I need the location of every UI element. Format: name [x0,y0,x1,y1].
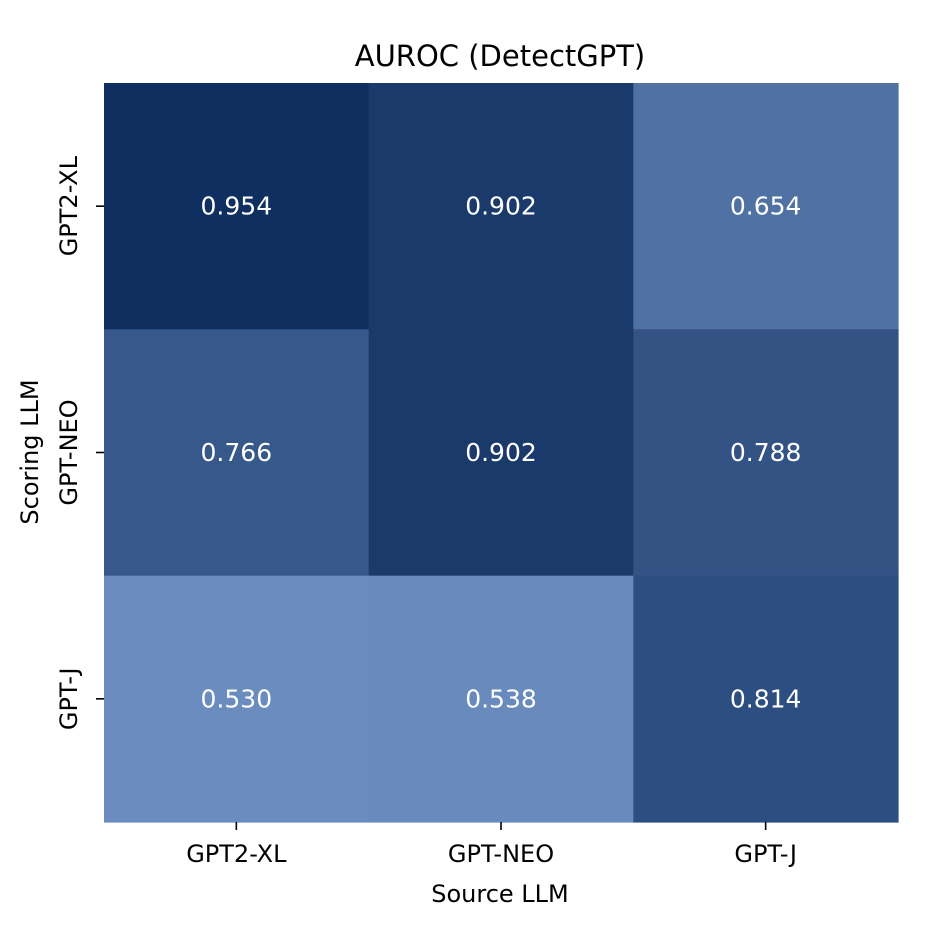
cell-value-label: 0.530 [201,684,273,713]
x-tick-label: GPT-NEO [448,840,554,868]
heatmap-cell [633,83,899,330]
cell-value-label: 0.814 [730,684,802,713]
x-axis-ticks: GPT2-XL GPT-NEO GPT-J [186,822,797,868]
y-axis-label: Scoring LLM [16,379,44,524]
chart-title: AUROC (DetectGPT) [355,39,646,73]
heatmap-cell [633,575,899,823]
cell-value-label: 0.654 [730,192,802,221]
heatmap-cell [368,575,634,823]
cell-value-label: 0.902 [465,438,537,467]
heatmap-cell [104,329,370,577]
heatmap-cell [104,575,370,823]
x-axis-label: Source LLM [431,880,569,908]
y-tick-label: GPT2-XL [55,155,83,256]
x-tick-label: GPT-J [734,840,797,868]
heatmap-cells [104,83,899,823]
cell-value-label: 0.766 [201,438,273,467]
heatmap-cell [368,83,634,330]
y-tick-label: GPT-NEO [55,399,83,505]
heatmap-cell [633,329,899,577]
cell-value-labels: 0.954 0.902 0.654 0.766 0.902 0.788 0.530 0.538… [201,192,802,714]
cell-value-label: 0.954 [201,192,273,221]
y-axis-ticks: GPT2-XL GPT-NEO GPT-J [55,155,104,730]
heatmap-cell [104,83,370,330]
heatmap-cell [368,329,634,577]
cell-value-label: 0.788 [730,438,802,467]
y-tick-label: GPT-J [55,668,83,731]
cell-value-label: 0.902 [465,192,537,221]
x-tick-label: GPT2-XL [186,840,287,868]
cell-value-label: 0.538 [465,684,537,713]
